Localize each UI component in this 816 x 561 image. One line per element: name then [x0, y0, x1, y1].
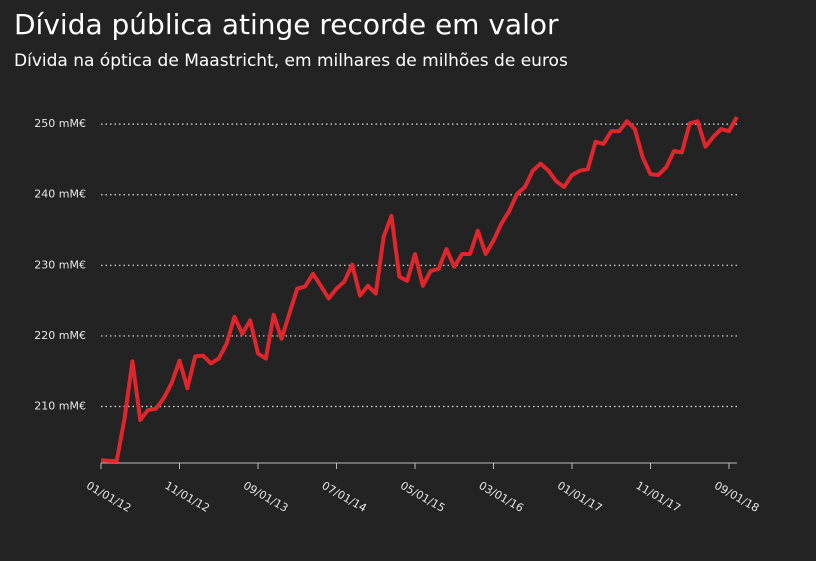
x-tick-label: 09/01/18: [712, 479, 761, 515]
x-tick-label: 05/01/15: [398, 479, 447, 515]
x-tick-label: 07/01/14: [320, 479, 369, 515]
line-series: [100, 116, 739, 463]
y-tick-label: 240 mM€: [34, 188, 86, 201]
y-tick-label: 250 mM€: [34, 117, 86, 130]
x-tick-label: 01/01/17: [555, 479, 604, 515]
y-tick-label: 210 mM€: [34, 400, 86, 413]
y-tick-label: 220 mM€: [34, 329, 86, 342]
chart-title: Dívida pública atinge recorde em valor: [14, 8, 559, 41]
y-tick-label: 230 mM€: [34, 258, 86, 271]
x-tick-label: 09/01/13: [241, 479, 290, 515]
x-tick-label: 11/01/12: [163, 479, 212, 515]
x-tick-label: 03/01/16: [477, 479, 526, 515]
x-tick-label: 11/01/17: [634, 479, 683, 515]
chart-subtitle: Dívida na óptica de Maastricht, em milha…: [14, 51, 568, 71]
x-tick-label: 01/01/12: [84, 479, 133, 515]
